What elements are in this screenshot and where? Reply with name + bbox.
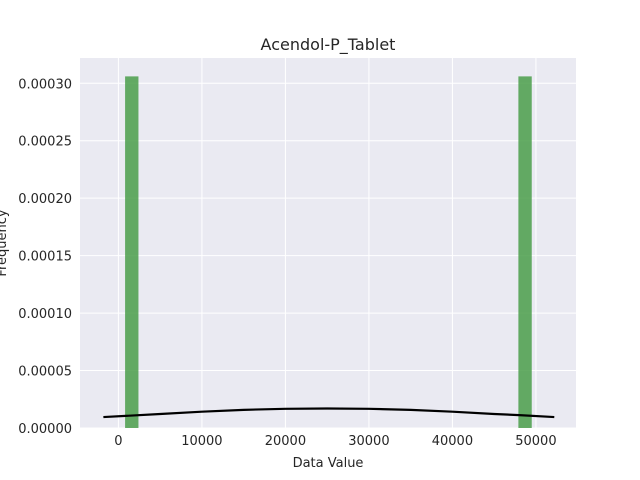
bars [125,76,532,428]
y-tick-label: 0.00020 [18,192,72,207]
chart-title: Acendol-P_Tablet [261,35,396,55]
y-tick-label: 0.00030 [18,77,72,92]
x-axis-label: Data Value [293,456,364,471]
kde-line [103,407,555,419]
x-tick-label: 30000 [348,434,389,449]
y-tick-label: 0.00025 [18,135,72,150]
y-tick-label: 0.00000 [18,422,72,437]
density-curve [103,407,555,419]
y-tick-label: 0.00010 [18,307,72,322]
x-tick-label: 50000 [515,434,556,449]
plot-area [80,58,576,428]
x-tick-label: 10000 [181,434,222,449]
histogram-bar [518,76,532,428]
x-tick-label: 20000 [265,434,306,449]
x-ticks: 0 10000 20000 30000 40000 50000 [114,434,556,449]
x-tick-label: 0 [114,434,122,449]
grid [80,58,576,429]
y-ticks: 0.00000 0.00005 0.00010 0.00015 0.00020 0.000… [18,77,72,437]
y-tick-label: 0.00005 [18,365,72,380]
x-tick-label: 40000 [432,434,473,449]
y-tick-label: 0.00015 [18,250,72,265]
y-axis-label: Frequency [0,209,10,276]
histogram-bar [125,76,139,428]
